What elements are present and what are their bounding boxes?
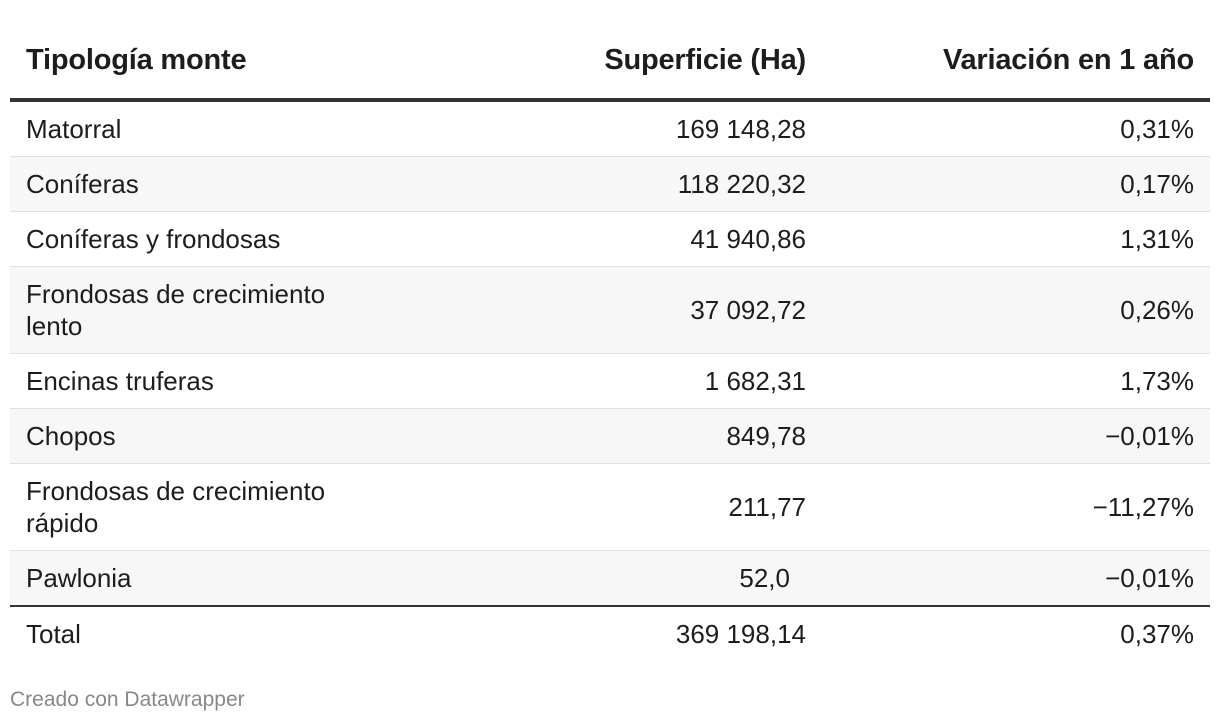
table-header: Tipología monte Superficie (Ha) Variació…: [10, 0, 1210, 102]
cell-tipologia: Chopos: [10, 408, 410, 464]
cell-tipologia: Coníferas: [10, 156, 410, 212]
table-row: Frondosas de crecimiento rápido 211,77 −…: [10, 463, 1210, 551]
table-row: Frondosas de crecimiento lento 37 092,72…: [10, 266, 1210, 354]
cell-variacion: 0,26%: [822, 266, 1210, 354]
cell-superficie: 1 682,31: [410, 353, 822, 409]
row-label: Coníferas y frondosas: [26, 224, 281, 254]
cell-variacion: 0,17%: [822, 156, 1210, 212]
row-label: Frondosas de crecimiento rápido: [26, 476, 326, 538]
forest-type-table: Tipología monte Superficie (Ha) Variació…: [10, 0, 1210, 661]
cell-tipologia: Matorral: [10, 100, 410, 157]
total-variacion: 0,37%: [1120, 619, 1194, 649]
row-label: Chopos: [26, 421, 116, 451]
cell-superficie: 211,77: [410, 463, 822, 551]
cell-tipologia: Encinas truferas: [10, 353, 410, 409]
cell-tipologia: Coníferas y frondosas: [10, 211, 410, 267]
cell-tipologia: Frondosas de crecimiento rápido: [10, 463, 410, 551]
cell-variacion: 1,73%: [822, 353, 1210, 409]
table-footer: Total 369 198,14 0,37%: [10, 606, 1210, 661]
table-row: Chopos 849,78 −0,01%: [10, 408, 1210, 464]
header-row: Tipología monte Superficie (Ha) Variació…: [10, 0, 1210, 102]
total-row: Total 369 198,14 0,37%: [10, 606, 1210, 661]
table-body: Matorral 169 148,28 0,31% Coníferas 118 …: [10, 100, 1210, 607]
column-header-variacion[interactable]: Variación en 1 año: [822, 0, 1210, 102]
cell-superficie: 118 220,32: [410, 156, 822, 212]
cell-variacion: −11,27%: [822, 463, 1210, 551]
cell-variacion: 0,31%: [822, 100, 1210, 157]
column-header-superficie[interactable]: Superficie (Ha): [410, 0, 822, 102]
row-label: Frondosas de crecimiento lento: [26, 279, 326, 341]
cell-tipologia: Frondosas de crecimiento lento: [10, 266, 410, 354]
cell-variacion: 1,31%: [822, 211, 1210, 267]
cell-superficie: 849,78: [410, 408, 822, 464]
table-container: Tipología monte Superficie (Ha) Variació…: [10, 0, 1210, 661]
column-header-tipologia[interactable]: Tipología monte: [10, 0, 410, 102]
table-row: Pawlonia 52,0 −0,01%: [10, 550, 1210, 607]
datawrapper-credit[interactable]: Creado con Datawrapper: [10, 688, 245, 711]
table-row: Coníferas y frondosas 41 940,86 1,31%: [10, 211, 1210, 267]
cell-superficie: 41 940,86: [410, 211, 822, 267]
cell-variacion: −0,01%: [822, 408, 1210, 464]
cell-superficie: 37 092,72: [410, 266, 822, 354]
cell-variacion: −0,01%: [822, 550, 1210, 607]
row-label: Pawlonia: [26, 563, 132, 593]
cell-tipologia: Pawlonia: [10, 550, 410, 607]
row-label: Encinas truferas: [26, 366, 214, 396]
cell-superficie: 52,0: [410, 550, 822, 607]
cell-superficie: 169 148,28: [410, 100, 822, 157]
total-label: Total: [26, 619, 81, 649]
row-label: Matorral: [26, 114, 122, 144]
table-row: Coníferas 118 220,32 0,17%: [10, 156, 1210, 212]
table-row: Encinas truferas 1 682,31 1,73%: [10, 353, 1210, 409]
total-superficie: 369 198,14: [675, 619, 806, 649]
row-label: Coníferas: [26, 169, 139, 199]
table-row: Matorral 169 148,28 0,31%: [10, 100, 1210, 157]
